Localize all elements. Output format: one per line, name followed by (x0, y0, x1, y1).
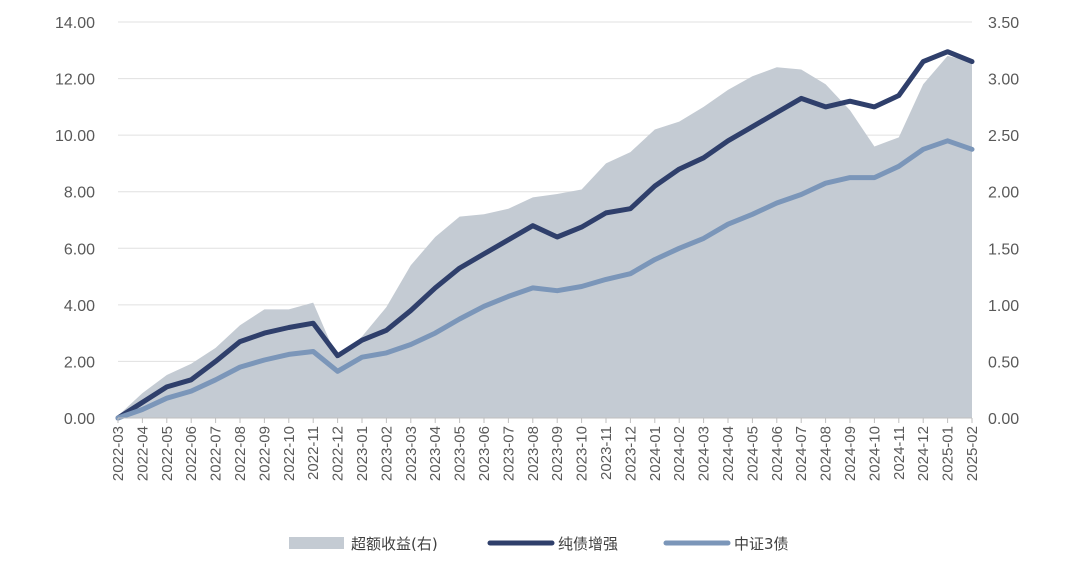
x-tick-label: 2024-02 (671, 426, 688, 481)
area-series-layer (118, 55, 972, 419)
right-tick-label: 1.00 (988, 298, 1019, 315)
right-tick-label: 3.00 (988, 72, 1019, 89)
x-tick-label: 2025-02 (964, 426, 981, 481)
left-tick-label: 2.00 (64, 354, 95, 371)
x-tick-label: 2023-06 (476, 426, 493, 481)
right-tick-label: 0.00 (988, 411, 1019, 428)
left-tick-label: 10.00 (55, 128, 95, 145)
x-tick-label: 2022-11 (305, 426, 322, 480)
x-tick-label: 2024-11 (891, 426, 908, 480)
right-tick-label: 3.50 (988, 15, 1019, 32)
x-tick-label: 2023-05 (452, 426, 469, 481)
x-tick-label: 2022-04 (134, 426, 151, 481)
x-tick-label: 2023-07 (500, 426, 517, 481)
x-tick-label: 2024-07 (793, 426, 810, 481)
x-tick-label: 2022-08 (232, 426, 249, 481)
x-tick-label: 2023-03 (403, 426, 420, 481)
left-tick-label: 12.00 (55, 72, 95, 89)
x-tick-label: 2023-11 (598, 426, 615, 480)
x-tick-label: 2025-01 (940, 426, 957, 481)
left-tick-label: 14.00 (55, 15, 95, 32)
right-tick-label: 2.50 (988, 128, 1019, 145)
legend-label: 纯债增强 (558, 535, 618, 553)
x-tick-label: 2023-01 (354, 426, 371, 481)
area-series-excess-return (118, 55, 972, 419)
x-axis-ticks: 2022-03 2022-04 2022-05 2022-06 2022-07 2022-… (110, 418, 981, 481)
x-tick-label: 2024-06 (769, 426, 786, 481)
legend-swatch-area (289, 537, 344, 549)
line-series-csi-3-bond (115, 138, 975, 421)
x-tick-label: 2022-09 (256, 426, 273, 481)
x-tick-label: 2024-12 (915, 426, 932, 481)
legend-label: 中证3债 (734, 535, 789, 553)
x-tick-label: 2024-10 (866, 426, 883, 481)
left-tick-label: 4.00 (64, 298, 95, 315)
x-tick-label: 2024-04 (720, 426, 737, 481)
x-tick-label: 2024-08 (818, 426, 835, 481)
left-tick-label: 8.00 (64, 185, 95, 202)
line-series-layer (115, 49, 975, 421)
x-tick-label: 2023-09 (549, 426, 566, 481)
right-tick-label: 1.50 (988, 241, 1019, 258)
x-tick-label: 2023-12 (622, 426, 639, 481)
right-tick-label: 0.50 (988, 354, 1019, 371)
x-tick-label: 2022-10 (281, 426, 298, 481)
x-tick-label: 2023-04 (427, 426, 444, 481)
x-tick-label: 2022-03 (110, 426, 127, 481)
left-tick-label: 0.00 (64, 411, 95, 428)
x-tick-label: 2024-09 (842, 426, 859, 481)
left-axis-ticks: 0.00 2.00 4.00 6.00 8.00 10.00 12.00 14.00 (55, 15, 95, 428)
legend-label: 超额收益(右) (351, 535, 438, 553)
x-tick-label: 2022-05 (159, 426, 176, 481)
x-tick-label: 2022-06 (183, 426, 200, 481)
x-tick-label: 2022-07 (208, 426, 225, 481)
x-tick-label: 2023-08 (525, 426, 542, 481)
x-tick-label: 2024-05 (744, 426, 761, 481)
right-axis-ticks: 0.00 0.50 1.00 1.50 2.00 2.50 3.00 3.50 (988, 15, 1019, 428)
x-tick-label: 2024-01 (647, 426, 664, 481)
x-tick-label: 2023-10 (574, 426, 591, 481)
left-tick-label: 6.00 (64, 241, 95, 258)
x-tick-label: 2023-02 (378, 426, 395, 481)
line-series-pure-bond-enhanced (115, 49, 975, 421)
legend: 超额收益(右) 纯债增强 中证3债 (289, 535, 789, 553)
x-tick-label: 2022-12 (330, 426, 347, 481)
x-tick-label: 2024-03 (696, 426, 713, 481)
right-tick-label: 2.00 (988, 185, 1019, 202)
